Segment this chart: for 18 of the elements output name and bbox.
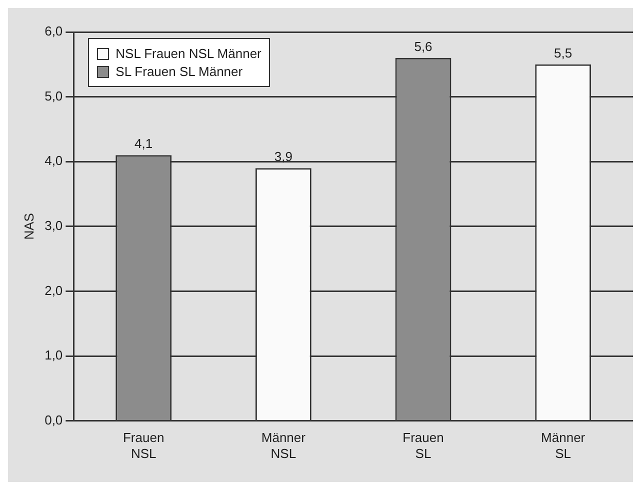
y-tick-label: 6,0 bbox=[44, 24, 63, 39]
legend-label: NSL Frauen NSL Männer bbox=[116, 46, 262, 61]
y-tick-label: 5,0 bbox=[44, 88, 63, 104]
y-tick-label: 0,0 bbox=[44, 412, 63, 428]
y-tick-label: 2,0 bbox=[44, 282, 63, 298]
y-axis-title: NAS bbox=[21, 212, 36, 240]
y-tick-label: 1,0 bbox=[44, 348, 63, 363]
x-tick-label: Männer SL bbox=[541, 430, 586, 461]
x-tick-label: Frauen SL bbox=[402, 430, 444, 461]
y-tick-label: 4,0 bbox=[44, 153, 63, 168]
data-label: 3,9 bbox=[274, 149, 292, 164]
x-tick-label: Frauen NSL bbox=[122, 430, 164, 461]
y-tick-label: 3,0 bbox=[44, 218, 63, 233]
data-label: 5,6 bbox=[414, 39, 432, 54]
data-label: 5,5 bbox=[554, 45, 572, 60]
legend-label: SL Frauen SL Männer bbox=[116, 64, 243, 79]
data-label: 4,1 bbox=[134, 136, 153, 152]
x-tick-label: Männer NSL bbox=[261, 430, 306, 461]
